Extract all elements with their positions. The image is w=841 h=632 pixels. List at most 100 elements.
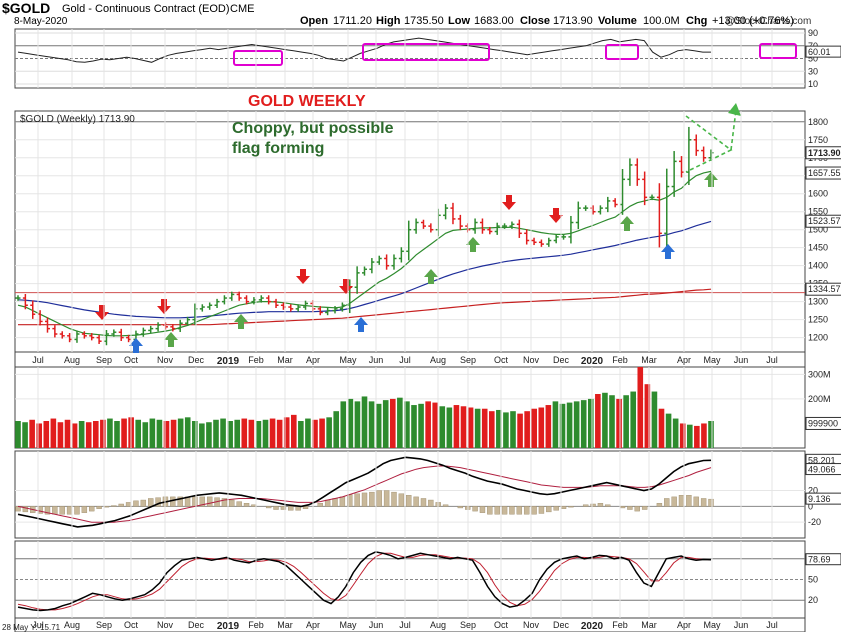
volume-bar [595, 394, 601, 448]
month-label: Apr [306, 620, 320, 630]
month-label: Jul [766, 355, 778, 365]
macd-histogram-bar [74, 506, 80, 515]
volume-bar [432, 402, 439, 448]
volume-bar [43, 421, 50, 448]
volume-bar [177, 418, 184, 448]
macd-histogram-bar [361, 492, 368, 507]
close-value: 1713.90 [553, 15, 593, 27]
macd-histogram-bar [177, 496, 183, 507]
macd-histogram-bar [354, 493, 360, 507]
month-label: Sep [96, 620, 112, 630]
note-line-2: flag forming [232, 140, 324, 157]
volume-bar [531, 408, 538, 448]
volume-bar [241, 418, 248, 448]
sell-arrow-4 [502, 195, 516, 210]
macd-histogram-bar [442, 504, 449, 507]
month-label: Oct [494, 355, 509, 365]
volume-bar [538, 407, 545, 448]
volume-bar [630, 391, 637, 448]
macd-tick: -20 [808, 517, 821, 527]
macd-histogram-bar [332, 498, 338, 507]
macd-histogram-bar [420, 498, 427, 507]
macd-histogram-bar [236, 501, 242, 507]
price-tag: 1334.57 [808, 284, 841, 294]
volume-bar [85, 422, 92, 448]
macd-histogram-bar [265, 506, 272, 509]
volume-bar [488, 411, 495, 448]
macd-histogram-bar [487, 506, 493, 515]
month-label: Feb [248, 620, 264, 630]
price-panel: 1800175017001650160015501500145014001350… [15, 103, 841, 353]
volume-bar [651, 391, 658, 448]
rsi-panel: 907050301060.01 [15, 28, 841, 89]
month-label: Jul [399, 355, 411, 365]
volume-bar [545, 405, 552, 448]
sell-arrow-1 [157, 299, 171, 314]
volume-bar [425, 401, 431, 448]
month-label: Aug [64, 355, 80, 365]
volume-bar [665, 413, 672, 448]
open-value: 1711.20 [333, 15, 372, 27]
macd-histogram-bar [678, 495, 685, 507]
month-label: Jul [32, 355, 44, 365]
volume-bar [609, 395, 615, 448]
macd-histogram-bar [605, 504, 611, 507]
flag-breakout-arrowhead [728, 103, 741, 116]
month-label: Nov [523, 355, 540, 365]
price-tick: 1300 [808, 297, 828, 307]
volume-bar [587, 398, 594, 448]
macd-histogram-bar [288, 506, 294, 511]
macd-histogram-bar [15, 506, 21, 512]
close-label: Close [520, 15, 550, 27]
month-label: May [339, 620, 357, 630]
price-tick: 1200 [808, 333, 828, 343]
month-label: Nov [523, 620, 540, 630]
macd-histogram-bar [619, 506, 626, 509]
month-label: Aug [64, 620, 80, 630]
sell-arrow-0 [95, 305, 109, 320]
macd-tick: 20 [808, 486, 818, 496]
macd-histogram-bar [686, 495, 692, 507]
macd-histogram-bar [671, 496, 677, 507]
stochastic-tick: 20 [808, 595, 818, 605]
macd-histogram-bar [52, 506, 58, 515]
volume-bar [580, 400, 587, 448]
macd-histogram-bar [155, 497, 161, 507]
macd-line [17, 456, 712, 528]
macd-histogram-bar [369, 491, 375, 507]
volume-bar [658, 408, 665, 448]
macd-value: 9.136 [808, 494, 831, 504]
volume-bar [467, 407, 474, 448]
volume-tick: 300M [808, 369, 831, 379]
macd-histogram-bar [553, 506, 559, 511]
macd-histogram-bar [324, 499, 331, 507]
volume-bar [326, 417, 332, 448]
macd-histogram-bar [125, 502, 132, 507]
month-label: May [703, 355, 721, 365]
macd-tick: 0 [808, 501, 813, 511]
month-label: Dec [553, 620, 570, 630]
volume-bar [460, 406, 467, 448]
volume-bar [156, 419, 163, 448]
macd-histogram-bar [22, 506, 29, 513]
month-label: Dec [188, 355, 205, 365]
month-label: Jul [399, 620, 411, 630]
volume-bar [184, 417, 191, 448]
volume-bar [78, 421, 85, 448]
macd-histogram-bar [391, 491, 397, 507]
month-label: May [703, 620, 721, 630]
macd-histogram-bar [627, 506, 633, 510]
month-label: Jun [369, 620, 384, 630]
macd-histogram-bar [59, 506, 65, 515]
macd-histogram-bar [664, 498, 670, 507]
volume-bar [524, 411, 530, 448]
volume-bar [637, 367, 644, 448]
macd-histogram-bar [339, 496, 346, 507]
rsi-line [17, 37, 711, 63]
volume-panel: 300M 200M 999900 [15, 367, 841, 448]
macd-histogram-bar [479, 506, 486, 513]
volume-bar [552, 401, 559, 448]
volume-bar [191, 421, 198, 448]
month-label: Mar [641, 355, 657, 365]
rsi-tick: 30 [808, 66, 818, 76]
